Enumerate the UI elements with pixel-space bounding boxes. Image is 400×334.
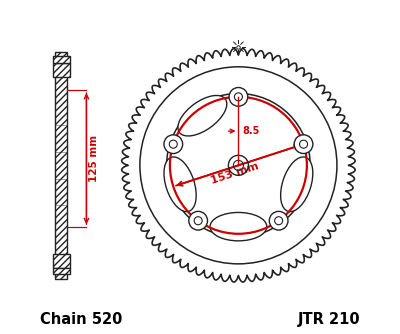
Circle shape — [189, 211, 208, 230]
Circle shape — [234, 93, 242, 101]
Circle shape — [164, 135, 183, 154]
Ellipse shape — [210, 212, 267, 241]
Circle shape — [275, 217, 283, 225]
Polygon shape — [53, 268, 70, 275]
Circle shape — [300, 140, 308, 148]
Text: JTR 210: JTR 210 — [298, 312, 360, 327]
Text: 153 mm: 153 mm — [210, 161, 260, 186]
Polygon shape — [53, 63, 70, 77]
Polygon shape — [53, 56, 70, 63]
Ellipse shape — [281, 157, 313, 212]
Circle shape — [229, 88, 248, 106]
Text: Chain 520: Chain 520 — [40, 312, 122, 327]
Circle shape — [294, 135, 313, 154]
Text: 8.5: 8.5 — [242, 126, 260, 136]
Ellipse shape — [164, 157, 196, 212]
Ellipse shape — [178, 96, 227, 136]
Polygon shape — [55, 52, 68, 279]
Text: 125 mm: 125 mm — [89, 135, 99, 182]
Circle shape — [169, 140, 177, 148]
Circle shape — [269, 211, 288, 230]
Polygon shape — [53, 254, 70, 268]
Circle shape — [194, 217, 202, 225]
